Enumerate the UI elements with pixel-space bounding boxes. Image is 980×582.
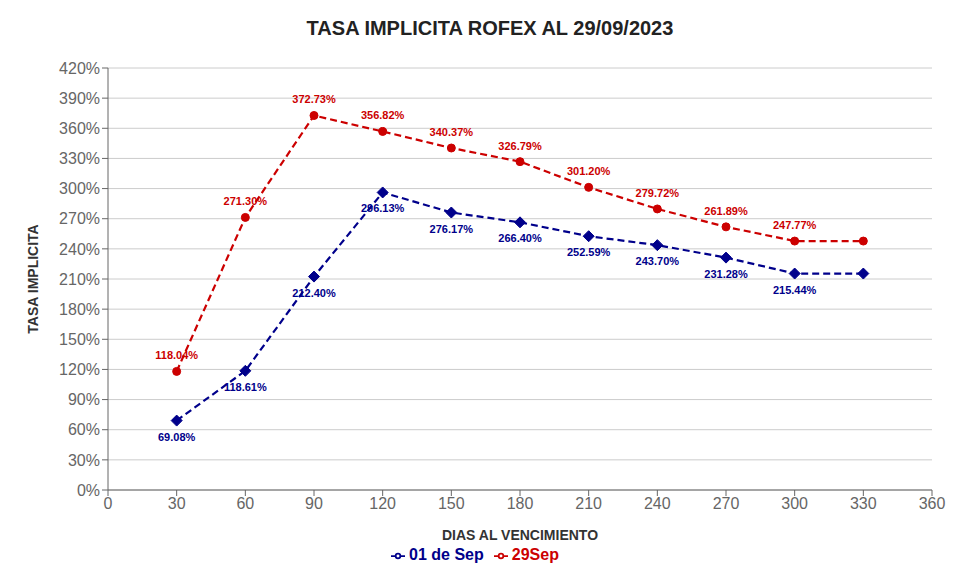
svg-text:60: 60 [236,495,254,512]
svg-text:279.72%: 279.72% [636,187,680,199]
svg-text:90: 90 [305,495,323,512]
svg-text:0%: 0% [77,482,100,499]
svg-text:90%: 90% [68,391,100,408]
svg-text:301.20%: 301.20% [567,165,611,177]
svg-text:69.08%: 69.08% [158,431,196,443]
svg-text:340.37%: 340.37% [430,126,474,138]
svg-text:296.13%: 296.13% [361,202,405,214]
svg-text:DIAS AL VENCIMIENTO: DIAS AL VENCIMIENTO [442,527,598,543]
svg-text:150: 150 [438,495,465,512]
svg-text:420%: 420% [59,60,100,77]
svg-text:330: 330 [850,495,877,512]
html-text:01 de Sep: 01 de Sep [409,546,484,563]
svg-text:212.40%: 212.40% [292,287,336,299]
svg-text:271.30%: 271.30% [224,195,268,207]
svg-text:270: 270 [713,495,740,512]
svg-text:356.82%: 356.82% [361,109,405,121]
svg-text:300%: 300% [59,180,100,197]
svg-text:180: 180 [507,495,534,512]
svg-text:252.59%: 252.59% [567,246,611,258]
svg-text:231.28%: 231.28% [704,268,748,280]
svg-text:372.73%: 372.73% [292,93,336,105]
html-text:29Sep: 29Sep [511,546,559,563]
svg-text:330%: 330% [59,150,100,167]
svg-text:243.70%: 243.70% [636,255,680,267]
svg-text:390%: 390% [59,90,100,107]
svg-text:118.61%: 118.61% [224,381,267,393]
svg-text:210: 210 [575,495,602,512]
svg-text:150%: 150% [59,331,100,348]
svg-text:270%: 270% [59,210,100,227]
html-text:TASA IMPLICITA ROFEX AL 29/09/: TASA IMPLICITA ROFEX AL 29/09/2023 [306,17,674,39]
svg-text:120: 120 [369,495,396,512]
svg-text:276.17%: 276.17% [430,223,474,235]
svg-text:215.44%: 215.44% [773,284,817,296]
svg-text:240%: 240% [59,241,100,258]
svg-text:120%: 120% [59,361,100,378]
svg-text:30%: 30% [68,452,100,469]
svg-text:300: 300 [781,495,808,512]
svg-text:266.40%: 266.40% [498,232,542,244]
svg-text:60%: 60% [68,421,100,438]
svg-text:360: 360 [919,495,946,512]
svg-text:30: 30 [168,495,186,512]
svg-text:360%: 360% [59,120,100,137]
svg-text:261.89%: 261.89% [704,205,748,217]
svg-text:326.79%: 326.79% [498,140,542,152]
svg-text:247.77%: 247.77% [773,219,817,231]
svg-text:TASA IMPLICITA: TASA IMPLICITA [25,224,41,333]
svg-text:180%: 180% [59,301,100,318]
svg-text:210%: 210% [59,271,100,288]
svg-text:240: 240 [644,495,671,512]
svg-text:0: 0 [104,495,113,512]
svg-text:118.04%: 118.04% [155,349,198,361]
